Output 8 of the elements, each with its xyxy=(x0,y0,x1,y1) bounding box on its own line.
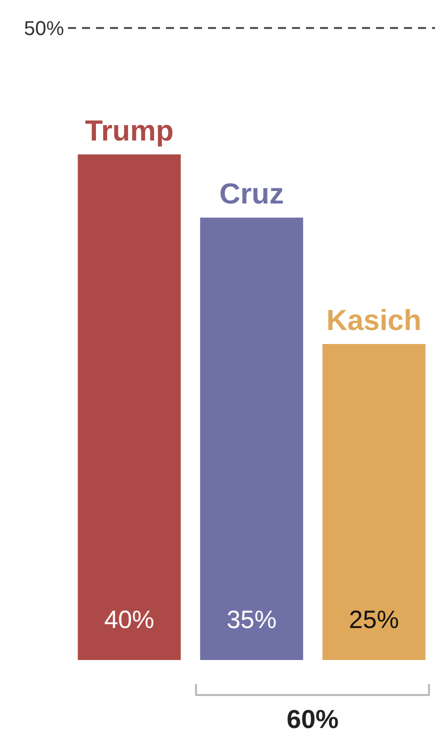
data-label: 40% xyxy=(104,606,154,634)
text: 60% xyxy=(286,704,340,735)
x-tick-label: Trump xyxy=(84,115,174,148)
x-tick-label: Cruz xyxy=(219,178,284,211)
data-label: 25% xyxy=(348,606,399,634)
x-tick-label: Kasich xyxy=(326,305,422,337)
data-label: 35% xyxy=(226,606,277,634)
ref-line-label: 50% xyxy=(24,18,64,40)
